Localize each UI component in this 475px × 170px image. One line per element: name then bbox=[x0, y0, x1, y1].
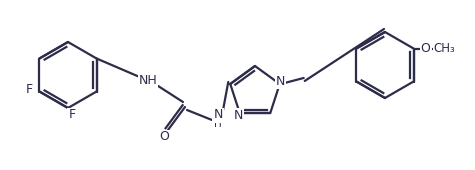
Text: O: O bbox=[421, 42, 430, 55]
Text: N: N bbox=[234, 108, 243, 122]
Text: NH: NH bbox=[139, 73, 157, 87]
Text: F: F bbox=[26, 83, 33, 96]
Text: CH₃: CH₃ bbox=[434, 42, 456, 55]
Text: O: O bbox=[159, 131, 169, 143]
Text: N: N bbox=[213, 108, 223, 122]
Text: F: F bbox=[68, 108, 76, 122]
Text: H: H bbox=[214, 119, 222, 129]
Text: N: N bbox=[276, 75, 285, 88]
